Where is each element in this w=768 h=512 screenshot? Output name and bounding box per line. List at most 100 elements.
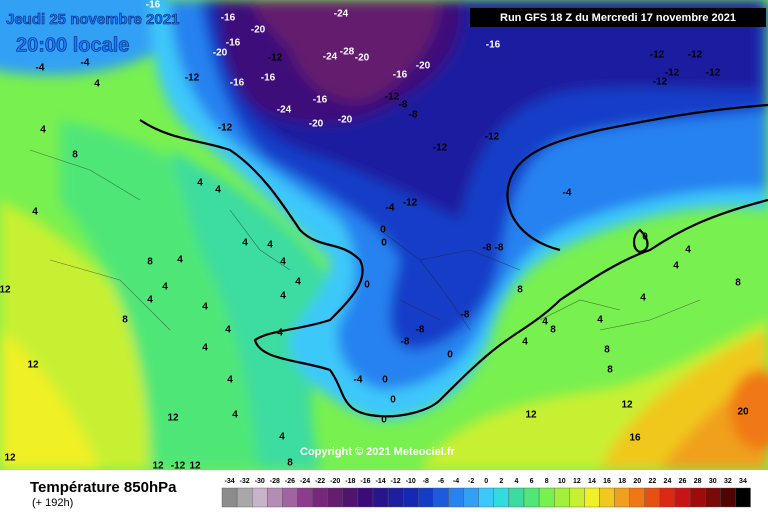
contour-label: -12 — [433, 143, 448, 154]
forecast-time: 20:00 locale — [16, 34, 129, 56]
contour-label: -8 — [399, 100, 408, 111]
contour-label: 4 — [673, 261, 679, 272]
scale-cell — [659, 487, 676, 508]
scale-cell — [584, 487, 600, 508]
scale-cell — [312, 487, 328, 508]
contour-label: -8 — [401, 337, 410, 348]
scale-cell — [372, 487, 389, 508]
contour-label: 4 — [177, 255, 183, 266]
scale-cell — [493, 487, 510, 508]
contour-label: 4 — [597, 315, 603, 326]
contour-label: 20 — [737, 407, 749, 418]
scale-cell — [538, 487, 555, 508]
contour-label: 4 — [197, 178, 203, 189]
contour-label: -16 — [486, 40, 501, 51]
contour-label: -12 — [385, 92, 400, 103]
forecast-date: Jeudi 25 novembre 2021 — [6, 11, 179, 28]
contour-label: 0 — [380, 225, 386, 236]
contour-label: -24 — [323, 52, 338, 63]
contour-label: 4 — [295, 277, 301, 288]
contour-label: 0 — [364, 280, 370, 291]
scale-cell — [387, 487, 404, 508]
contour-label: -8 — [461, 310, 470, 321]
scale-label: 28 — [694, 478, 702, 485]
contour-label: -12 — [653, 77, 668, 88]
contour-label: -4 — [563, 188, 572, 199]
scale-cell — [720, 487, 736, 508]
contour-label: 12 — [0, 285, 11, 296]
lead-time: (+ 192h) — [32, 497, 73, 509]
scale-label: 34 — [739, 478, 747, 485]
contour-label: -16 — [313, 95, 328, 106]
contour-label: -20 — [213, 48, 228, 59]
scale-cell — [523, 487, 540, 508]
contour-label: 4 — [685, 245, 691, 256]
contour-label: 4 — [279, 432, 285, 443]
contour-label: 4 — [280, 291, 286, 302]
contour-label: -12 — [218, 123, 233, 134]
scale-label: 0 — [484, 478, 488, 485]
run-box — [470, 8, 766, 27]
contour-label: 8 — [607, 365, 613, 376]
scale-label: 2 — [499, 478, 503, 485]
scale-cell — [221, 487, 238, 508]
contour-label: 8 — [550, 325, 556, 336]
contour-label: 12 — [189, 461, 201, 472]
scale-label: -12 — [391, 478, 401, 485]
scale-cell — [463, 487, 479, 508]
contour-label: -16 — [226, 38, 241, 49]
scale-label: 32 — [724, 478, 732, 485]
contour-label: 12 — [27, 360, 39, 371]
scale-cell — [342, 487, 359, 508]
copyright: Copyright © 2021 Meteociel.fr — [300, 446, 456, 458]
contour-label: 8 — [147, 257, 153, 268]
scale-label: -20 — [330, 478, 340, 485]
scale-label: 6 — [530, 478, 534, 485]
scale-cell — [357, 487, 374, 508]
scale-cell — [448, 487, 464, 508]
scale-label: 20 — [633, 478, 641, 485]
contour-label: 4 — [40, 125, 46, 136]
scale-label: -4 — [453, 478, 459, 485]
contour-label: -4 — [354, 375, 363, 386]
contour-label: 8 — [517, 285, 523, 296]
contour-label: -12 — [485, 132, 500, 143]
scale-label: -34 — [224, 478, 234, 485]
contour-label: 4 — [640, 293, 646, 304]
scale-cell — [297, 487, 313, 508]
scale-cell — [629, 487, 646, 508]
contour-label: -20 — [338, 115, 353, 126]
contour-label: -8 — [409, 110, 418, 121]
contour-label: 0 — [382, 375, 388, 386]
coastline — [139, 103, 768, 418]
contour-label: -24 — [334, 9, 349, 20]
color-scale: -34 -32 -30 -28 -26 -24 -22 -20 -18 -16 -14 -12 -10-… — [221, 478, 751, 508]
scale-label: 8 — [545, 478, 549, 485]
contour-label: -4 — [36, 63, 45, 74]
contour-label: -24 — [277, 105, 292, 116]
contour-label: -12 — [403, 198, 418, 209]
scale-cell — [236, 487, 253, 508]
scale-label: -22 — [315, 478, 325, 485]
contour-label: -12 — [268, 53, 283, 64]
contour-label: -16 — [146, 0, 161, 11]
contour-label: 8 — [72, 150, 78, 161]
contour-label: -20 — [355, 53, 370, 64]
contour-label: 4 — [202, 302, 208, 313]
contour-label: 4 — [542, 317, 548, 328]
scale-label: -8 — [423, 478, 429, 485]
scale-cell — [433, 487, 449, 508]
contour-label: 4 — [32, 207, 38, 218]
contour-label: -16 — [261, 73, 276, 84]
scale-label: -24 — [300, 478, 310, 485]
contour-label: -8 — [416, 325, 425, 336]
scale-cell — [478, 487, 495, 508]
contour-label: 0 — [390, 395, 396, 406]
scale-label: -6 — [438, 478, 444, 485]
scale-label: 12 — [573, 478, 581, 485]
contour-label: -12 — [650, 50, 665, 61]
scale-label: 10 — [558, 478, 566, 485]
scale-label: -32 — [240, 478, 250, 485]
contour-label: 8 — [735, 278, 741, 289]
